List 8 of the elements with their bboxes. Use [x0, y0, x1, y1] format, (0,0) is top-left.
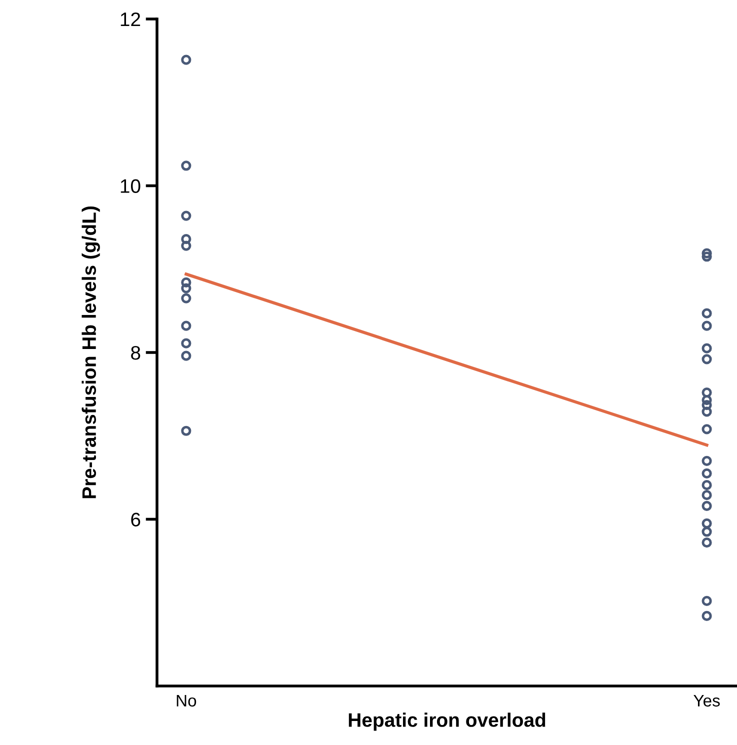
y-tick-label: 12 [120, 12, 140, 26]
y-tick-label: 10 [120, 179, 140, 193]
y-axis-title: Pre-transfusion Hb levels (g/dL) [82, 206, 100, 498]
x-tick-label: Yes [694, 694, 720, 707]
y-tick-label: 8 [131, 346, 140, 360]
x-tick-label: No [176, 694, 196, 707]
x-axis-title: Hepatic iron overload [348, 712, 546, 731]
y-tick-label: 6 [131, 512, 140, 526]
